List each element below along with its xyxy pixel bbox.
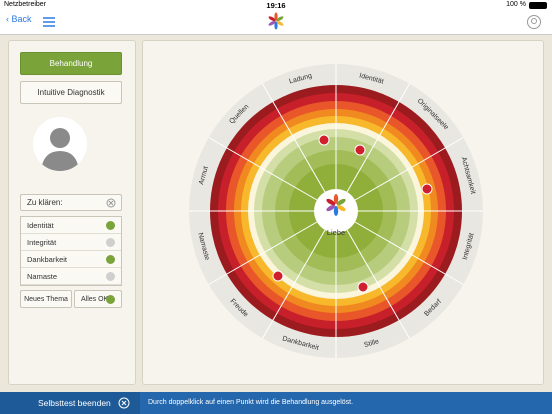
topic-label: Dankbarkeit — [27, 255, 68, 264]
clock: 19:16 — [266, 1, 286, 10]
end-test-label[interactable]: Selbsttest beenden — [38, 398, 111, 408]
selection-point[interactable] — [272, 270, 284, 282]
logo-petal — [336, 198, 346, 206]
sector-divider — [208, 137, 318, 201]
topic-item[interactable]: Namaste — [21, 268, 121, 285]
profile-button[interactable] — [526, 14, 542, 30]
sector-divider — [354, 221, 464, 285]
clarify-label: Zu klären: — [27, 198, 63, 207]
center-logo — [326, 194, 346, 216]
logo-petal — [326, 198, 336, 206]
wheel: IdentitätOriginalseeleAchtsamkeitIntegri… — [189, 64, 483, 358]
sector-label[interactable]: Armut — [198, 166, 210, 186]
sector-divider — [262, 229, 326, 339]
sector-divider — [208, 221, 318, 285]
back-button[interactable]: ‹ Back — [6, 14, 32, 24]
check-on[interactable] — [106, 255, 115, 264]
menu-button[interactable] — [42, 16, 56, 28]
app-logo — [268, 12, 284, 30]
ok-icon — [106, 295, 115, 304]
sidebar: Behandlung Intuitive Diagnostik Zu kläre… — [8, 40, 136, 385]
hint-text: Durch doppelklick auf einen Punkt wird d… — [148, 399, 354, 406]
clear-icon[interactable] — [106, 198, 116, 208]
back-label[interactable]: Back — [11, 14, 32, 24]
end-icon[interactable] — [118, 397, 130, 409]
sector-divider — [346, 83, 410, 193]
battery-level: 100 % — [506, 1, 526, 8]
sector-divider — [346, 229, 410, 339]
clarify-field[interactable]: Zu klären: — [20, 194, 122, 211]
center-label: Liebe — [327, 228, 345, 237]
topic-label: Namaste — [27, 272, 58, 281]
logo-petal — [336, 204, 346, 212]
nav-divider — [0, 34, 552, 35]
selection-point[interactable] — [421, 183, 433, 195]
battery-icon — [529, 2, 547, 9]
all-ok-button[interactable]: Alles OK — [74, 290, 122, 308]
diagnostic-button[interactable]: Intuitive Diagnostik — [20, 81, 122, 104]
topic-item[interactable]: Dankbarkeit — [21, 251, 121, 268]
treatment-button[interactable]: Behandlung — [20, 52, 122, 75]
new-topic-button[interactable]: Neues Thema — [20, 290, 72, 308]
logo-petal — [333, 206, 339, 216]
all-ok-label: Alles OK — [81, 295, 109, 303]
check-off[interactable] — [106, 238, 115, 247]
logo-petal — [333, 194, 339, 204]
end-test-button[interactable]: Selbsttest beenden — [0, 392, 140, 414]
topic-item[interactable]: Integrität — [21, 234, 121, 251]
logo-petal — [326, 204, 336, 212]
sector-label[interactable]: Stille — [363, 338, 380, 349]
topic-list: Identität Integrität Dankbarkeit Namaste — [20, 216, 122, 286]
selection-point[interactable] — [357, 281, 369, 293]
sector-divider — [262, 83, 326, 193]
topic-label: Identität — [27, 221, 54, 230]
selection-point[interactable] — [318, 134, 330, 146]
carrier: Netzbetreiber — [4, 1, 47, 8]
selection-point[interactable] — [354, 144, 366, 156]
sector-divider — [354, 137, 464, 201]
topic-label: Integrität — [27, 238, 57, 247]
avatar — [33, 117, 87, 171]
topic-item[interactable]: Identität — [21, 217, 121, 234]
check-on[interactable] — [106, 221, 115, 230]
check-off[interactable] — [106, 272, 115, 281]
